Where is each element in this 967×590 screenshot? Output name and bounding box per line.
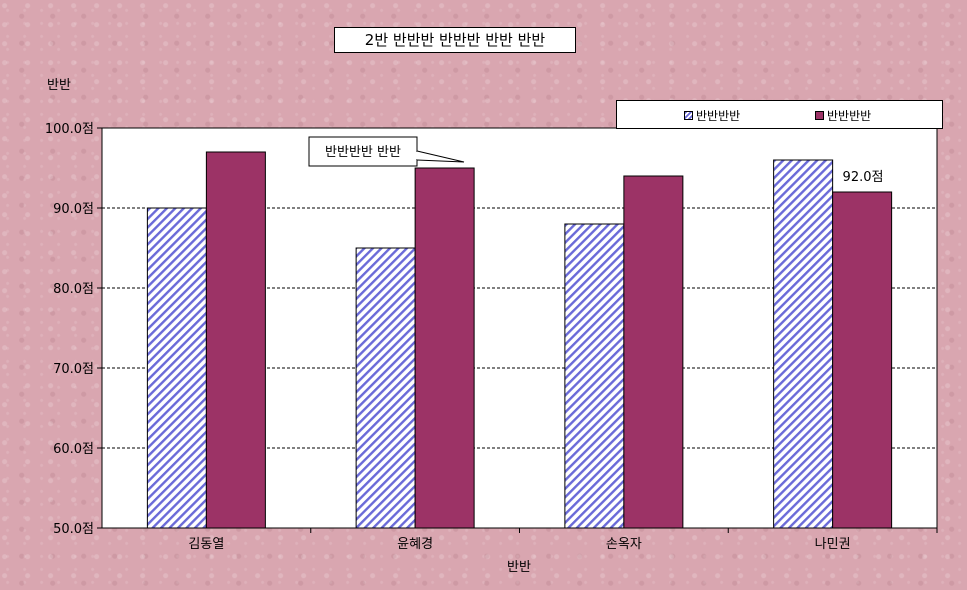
y-axis-title: 반반 [47, 78, 71, 93]
y-tick-label: 80.0점 [53, 282, 94, 297]
y-tick-label: 50.0점 [53, 522, 94, 537]
legend-item-series-2: 반반반반 [815, 107, 871, 124]
y-tick-label: 70.0점 [53, 362, 94, 377]
callout: 반반반반 반반 [308, 136, 465, 167]
bar-2-2 [414, 167, 475, 529]
bar-2-3 [623, 175, 684, 529]
data-label-92: 92.0점 [843, 170, 884, 185]
bar-1-3 [564, 223, 625, 529]
legend-swatch-solid [815, 111, 824, 120]
legend-label-2: 반반반반 [827, 109, 872, 123]
legend-swatch-hatched [684, 111, 693, 120]
bar-1-1 [146, 207, 207, 529]
x-tick-label: 윤혜경 [397, 537, 433, 552]
x-tick-label: 손옥자 [606, 537, 642, 552]
bar-1-2 [355, 247, 416, 529]
callout-text: 반반반반 반반 [325, 145, 401, 160]
x-tick-label: 나민권 [815, 537, 851, 552]
bar-2-4 [832, 191, 893, 529]
y-tick-label: 90.0점 [53, 202, 94, 217]
bar-1-4 [773, 159, 834, 529]
x-tick-label: 김동열 [188, 537, 224, 552]
bars [146, 151, 893, 529]
legend: 반반반반 반반반반 [616, 100, 943, 129]
x-axis-title: 반반 [507, 560, 531, 575]
plot-border [101, 127, 938, 529]
chart-title: 2반 반반반 반반반 반반 반반 [334, 27, 576, 53]
y-tick-label: 60.0점 [53, 442, 94, 457]
bar-2-1 [205, 151, 266, 529]
y-tick-label: 100.0점 [45, 122, 94, 137]
legend-label-1: 반반반반 [696, 109, 741, 123]
legend-item-series-1: 반반반반 [684, 107, 740, 124]
axes [97, 127, 938, 533]
